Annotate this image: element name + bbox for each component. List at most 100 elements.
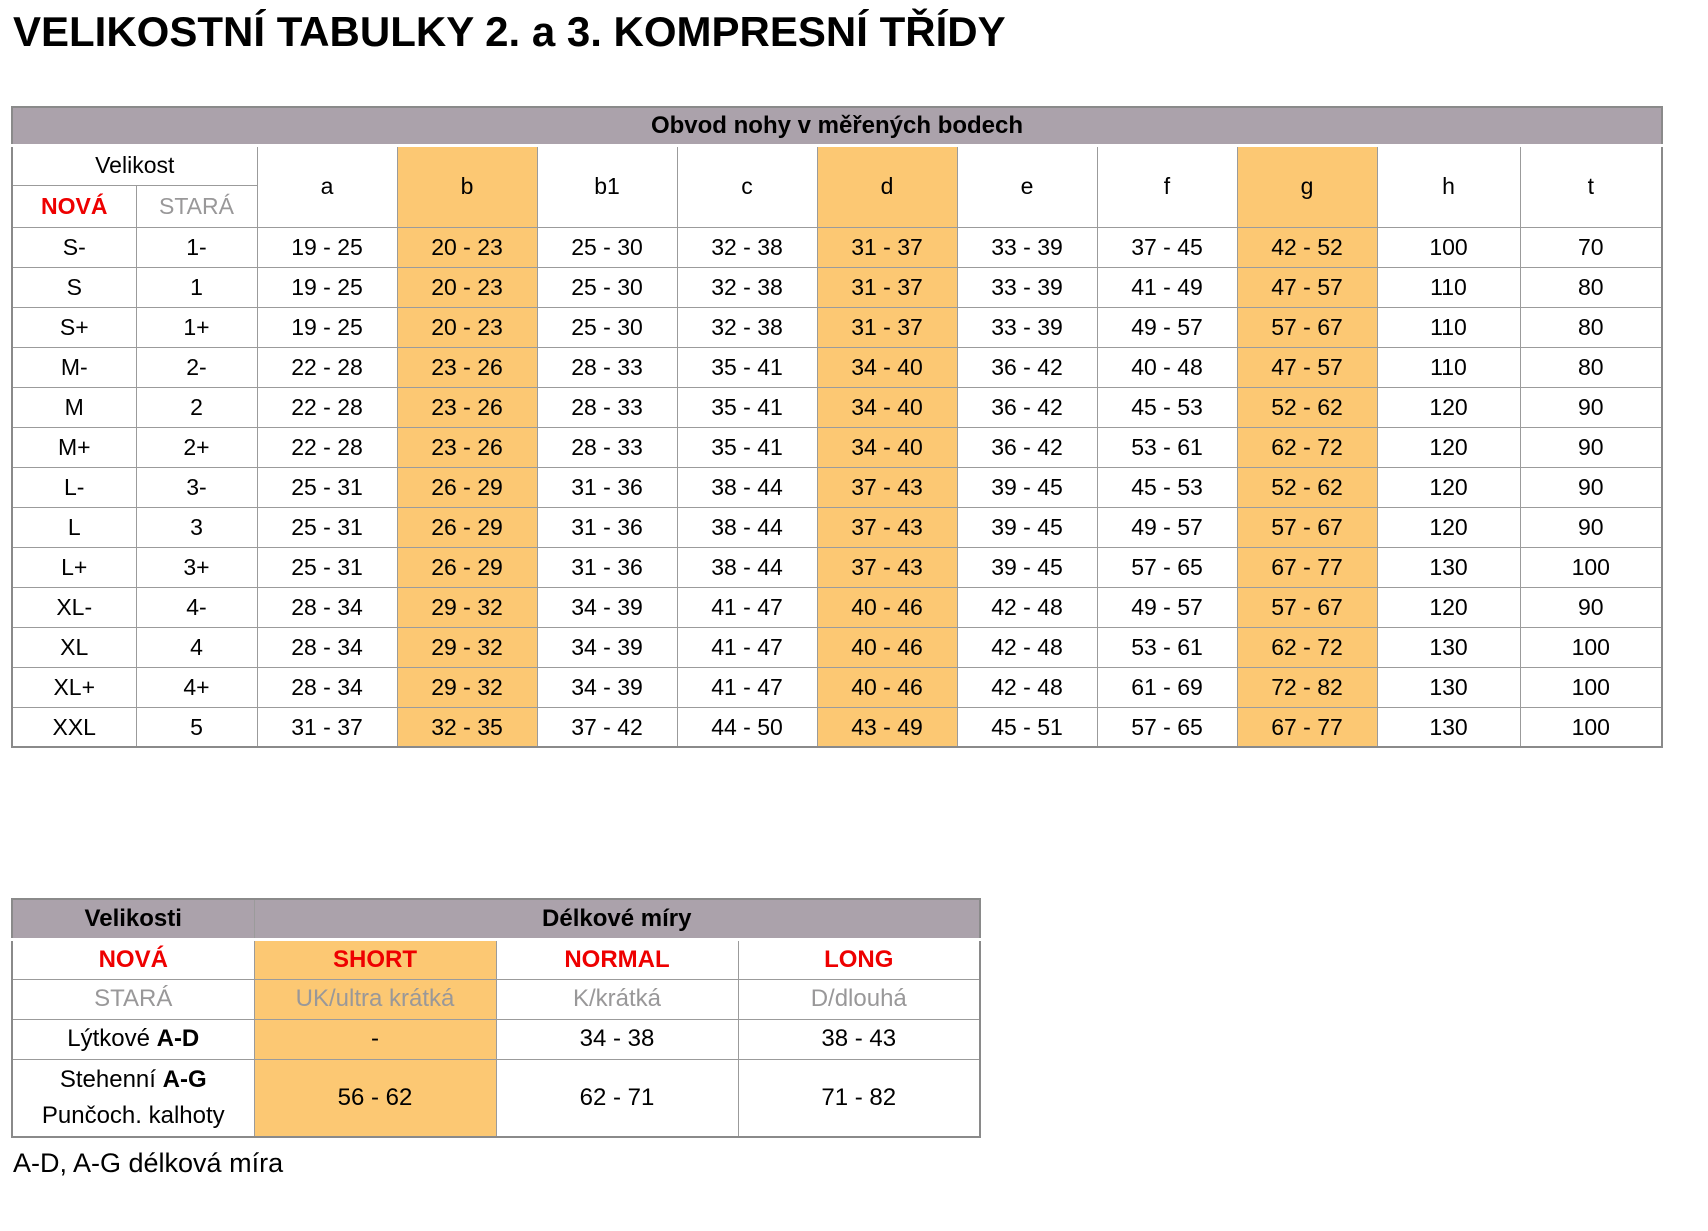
new-length-row: NOVÁ SHORT NORMAL LONG [11,938,981,980]
measure-cell: 35 - 41 [676,426,818,468]
measure-cell: 57 - 67 [1236,506,1378,548]
measure-cell: 41 - 47 [676,666,818,708]
measure-cell: 23 - 26 [396,346,538,388]
measure-cell: 41 - 47 [676,626,818,668]
measure-cell: 80 [1519,346,1663,388]
measure-cell: 130 [1376,706,1521,748]
old-size-cell: 1- [135,226,258,268]
measure-cell: 110 [1376,346,1521,388]
size-row: M+ 2+ 22 - 28 23 - 26 28 - 33 35 - 41 34 - 40 3… [11,426,1663,468]
long-header: LONG [737,938,981,980]
thigh-normal-cell: 62 - 71 [495,1058,739,1138]
measure-cell: 37 - 45 [1096,226,1238,268]
length-table-caption: Délkové míry [253,898,981,941]
column-header-a: a [256,144,398,228]
measure-cell: 40 - 46 [816,666,958,708]
new-size-cell: XL [11,626,137,668]
thigh-label: Stehenní [59,1066,156,1094]
measure-cell: 32 - 38 [676,266,818,308]
new-size-header: NOVÁ [11,184,137,228]
old-size-cell: 2 [135,386,258,428]
column-header-b1: b1 [536,144,678,228]
measure-cell: 120 [1376,466,1521,508]
measure-cell: 90 [1519,586,1663,628]
measure-cell: 110 [1376,306,1521,348]
measure-cell: 90 [1519,466,1663,508]
length-table: Velikosti Délkové míry NOVÁ SHORT NORMAL… [11,898,981,1139]
measure-cell: 22 - 28 [256,426,398,468]
measure-cell: 53 - 61 [1096,626,1238,668]
measure-cell: 80 [1519,306,1663,348]
measure-cell: 130 [1376,546,1521,588]
measure-cell: 62 - 72 [1236,626,1378,668]
footnote: A-D, A-G délková míra [13,1148,284,1179]
measure-cell: 19 - 25 [256,266,398,308]
measure-cell: 52 - 62 [1236,386,1378,428]
measure-cell: 38 - 44 [676,466,818,508]
size-row: L- 3- 25 - 31 26 - 29 31 - 36 38 - 44 37 - 43 3… [11,466,1663,508]
size-table: Obvod nohy v měřených bodech Velikost a … [11,106,1664,749]
measure-cell: 31 - 37 [816,306,958,348]
measure-cell: 20 - 23 [396,266,538,308]
measure-cell: 29 - 32 [396,586,538,628]
measure-cell: 72 - 82 [1236,666,1378,708]
measure-cell: 42 - 48 [956,626,1098,668]
measure-cell: 25 - 31 [256,466,398,508]
old-size-cell: 3 [135,506,258,548]
calf-normal-cell: 34 - 38 [495,1018,739,1060]
measure-cell: 42 - 48 [956,586,1098,628]
measure-cell: 45 - 53 [1096,466,1238,508]
measure-cell: 26 - 29 [396,466,538,508]
measure-cell: 53 - 61 [1096,426,1238,468]
measure-cell: 20 - 23 [396,306,538,348]
measure-cell: 100 [1519,666,1663,708]
measure-cell: 37 - 43 [816,506,958,548]
calf-label-cell: Lýtkové A-D [11,1018,255,1060]
old-short-cell: UK/ultra krátká [253,978,497,1020]
new-size-cell: L [11,506,137,548]
measure-cell: 40 - 46 [816,586,958,628]
measure-cell: 90 [1519,426,1663,468]
measure-cell: 37 - 43 [816,546,958,588]
calf-long-cell: 38 - 43 [737,1018,981,1060]
length-caption-row: Velikosti Délkové míry [11,898,981,941]
measure-cell: 100 [1376,226,1521,268]
new-size-cell: S- [11,226,137,268]
size-column-header: Velikost [11,144,258,186]
old-size-cell: 4- [135,586,258,628]
measure-cell: 31 - 36 [536,546,678,588]
normal-header: NORMAL [495,938,739,980]
new-size-cell: M- [11,346,137,388]
measure-cell: 36 - 42 [956,386,1098,428]
calf-range-label: A-D [156,1025,200,1053]
measure-cell: 19 - 25 [256,226,398,268]
measure-cell: 31 - 37 [256,706,398,748]
measure-cell: 47 - 57 [1236,346,1378,388]
old-size-cell: 3- [135,466,258,508]
measure-cell: 31 - 37 [816,266,958,308]
measure-cell: 33 - 39 [956,226,1098,268]
measure-cell: 25 - 31 [256,506,398,548]
size-row: M 2 22 - 28 23 - 26 28 - 33 35 - 41 34 - 40 36 … [11,386,1663,428]
sizes-header: Velikosti [11,898,255,941]
measure-cell: 120 [1376,386,1521,428]
measure-cell: 23 - 26 [396,426,538,468]
old-size-cell: 2+ [135,426,258,468]
measure-cell: 29 - 32 [396,666,538,708]
measure-cell: 31 - 36 [536,506,678,548]
thigh-long-cell: 71 - 82 [737,1058,981,1138]
measure-cell: 42 - 52 [1236,226,1378,268]
old-size-cell: 3+ [135,546,258,588]
measure-cell: 100 [1519,546,1663,588]
measure-cell: 36 - 42 [956,426,1098,468]
measure-cell: 45 - 53 [1096,386,1238,428]
old-size-cell: 2- [135,346,258,388]
measure-cell: 33 - 39 [956,266,1098,308]
measure-cell: 120 [1376,426,1521,468]
size-row: S 1 19 - 25 20 - 23 25 - 30 32 - 38 31 - 37 33 … [11,266,1663,308]
size-row: XL+ 4+ 28 - 34 29 - 32 34 - 39 41 - 47 40 - 46… [11,666,1663,708]
measure-cell: 34 - 40 [816,386,958,428]
old-long-cell: D/dlouhá [737,978,981,1020]
short-header: SHORT [253,938,497,980]
measure-cell: 34 - 40 [816,346,958,388]
